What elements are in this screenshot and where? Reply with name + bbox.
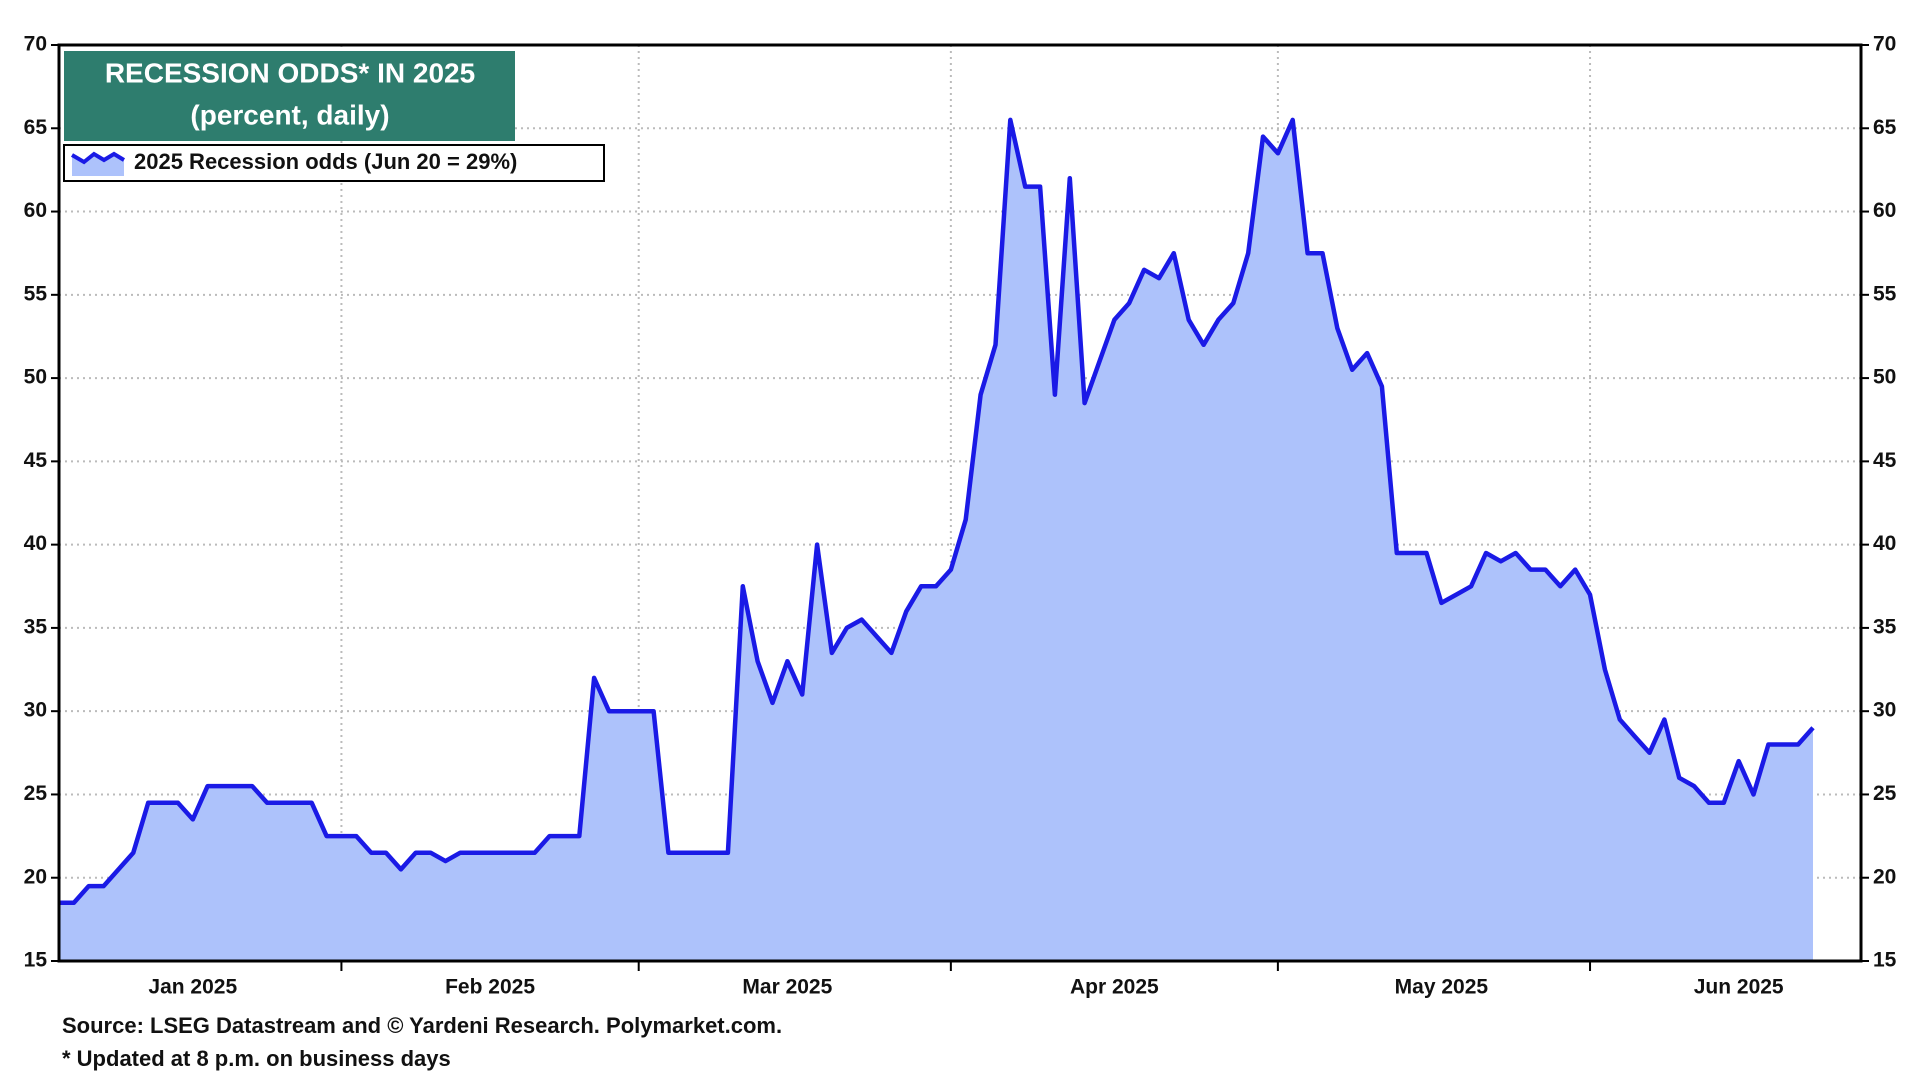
y-tick-label: 15: [24, 949, 48, 972]
footnote: * Updated at 8 p.m. on business days: [62, 1046, 451, 1071]
y2-tick-label: 30: [1873, 699, 1896, 722]
y-tick-label: 30: [24, 699, 47, 722]
x-tick-label: Jan 2025: [148, 976, 237, 999]
x-tick-label: May 2025: [1395, 976, 1489, 999]
title-box: [64, 51, 515, 141]
y2-tick-label: 55: [1873, 282, 1897, 305]
chart-title: RECESSION ODDS* IN 2025: [105, 57, 475, 88]
x-tick-label: Mar 2025: [742, 976, 832, 999]
y2-tick-label: 15: [1873, 949, 1897, 972]
y-tick-label: 70: [24, 33, 47, 56]
y2-tick-label: 45: [1873, 449, 1897, 472]
y2-tick-label: 50: [1873, 366, 1896, 389]
plot: [59, 117, 1815, 961]
y-tick-label: 20: [24, 865, 47, 888]
y2-tick-label: 20: [1873, 865, 1896, 888]
legend-swatch: [72, 154, 124, 176]
y2-tick-label: 60: [1873, 199, 1896, 222]
y-tick-label: 40: [24, 532, 47, 555]
y-tick-label: 25: [24, 782, 48, 805]
x-tick-label: Feb 2025: [445, 976, 535, 999]
y-tick-label: 35: [24, 615, 48, 638]
chart-subtitle: (percent, daily): [190, 99, 389, 130]
plot-frame: [57, 43, 1863, 963]
legend-box: [63, 144, 605, 182]
y-tick-label: 50: [24, 366, 47, 389]
area: [59, 119, 1813, 961]
y2-tick-label: 40: [1873, 532, 1896, 555]
legend-line: [70, 151, 126, 165]
y2-tick-label: 25: [1873, 782, 1897, 805]
y2-tick-label: 35: [1873, 615, 1897, 638]
x-tick-label: Jun 2025: [1694, 976, 1784, 999]
y2-tick-label: 65: [1873, 116, 1897, 139]
x-tick-label: Apr 2025: [1070, 976, 1159, 999]
source-note: Source: LSEG Datastream and © Yardeni Re…: [62, 1013, 782, 1038]
y-tick-label: 45: [24, 449, 48, 472]
line: [59, 117, 1815, 905]
legend-label: 2025 Recession odds (Jun 20 = 29%): [134, 149, 517, 174]
y-tick-label: 60: [24, 199, 47, 222]
y-tick-label: 55: [24, 282, 48, 305]
y-tick-label: 65: [24, 116, 48, 139]
y2-tick-label: 70: [1873, 33, 1896, 56]
